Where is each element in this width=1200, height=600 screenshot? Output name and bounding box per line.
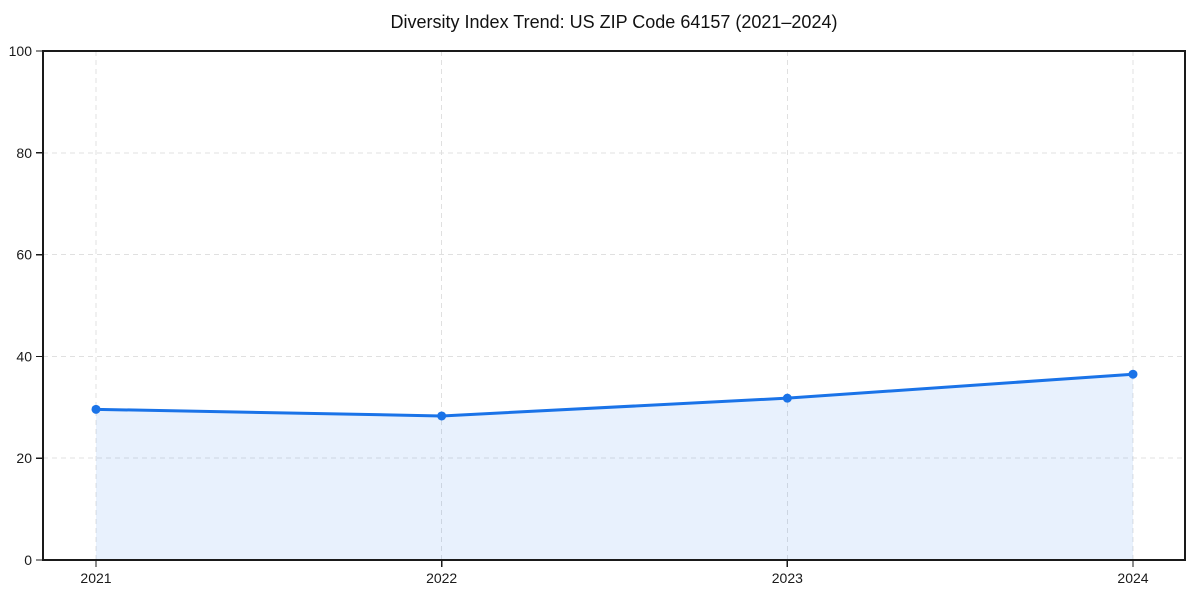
x-tick-label-2023: 2023 [772, 570, 803, 586]
trend-line [94, 372, 1135, 418]
chart-title: Diversity Index Trend: US ZIP Code 64157… [390, 12, 838, 32]
plot-frame [42, 50, 1186, 561]
y-tick-label-60: 60 [16, 247, 32, 263]
x-tick-label-2021: 2021 [80, 570, 111, 586]
y-tick-label-0: 0 [24, 552, 32, 568]
data-point-2024 [1128, 369, 1138, 379]
y-tick-label-80: 80 [16, 145, 32, 161]
data-point-2022 [437, 411, 447, 421]
data-point-2023 [782, 393, 792, 403]
x-tick-label-2024: 2024 [1117, 570, 1148, 586]
y-tick-label-20: 20 [16, 450, 32, 466]
data-point-2021 [91, 404, 101, 414]
y-tick-label-40: 40 [16, 348, 32, 364]
area-fill [96, 374, 1133, 560]
x-tick-label-2022: 2022 [426, 570, 457, 586]
y-tick-label-100: 100 [9, 43, 33, 59]
